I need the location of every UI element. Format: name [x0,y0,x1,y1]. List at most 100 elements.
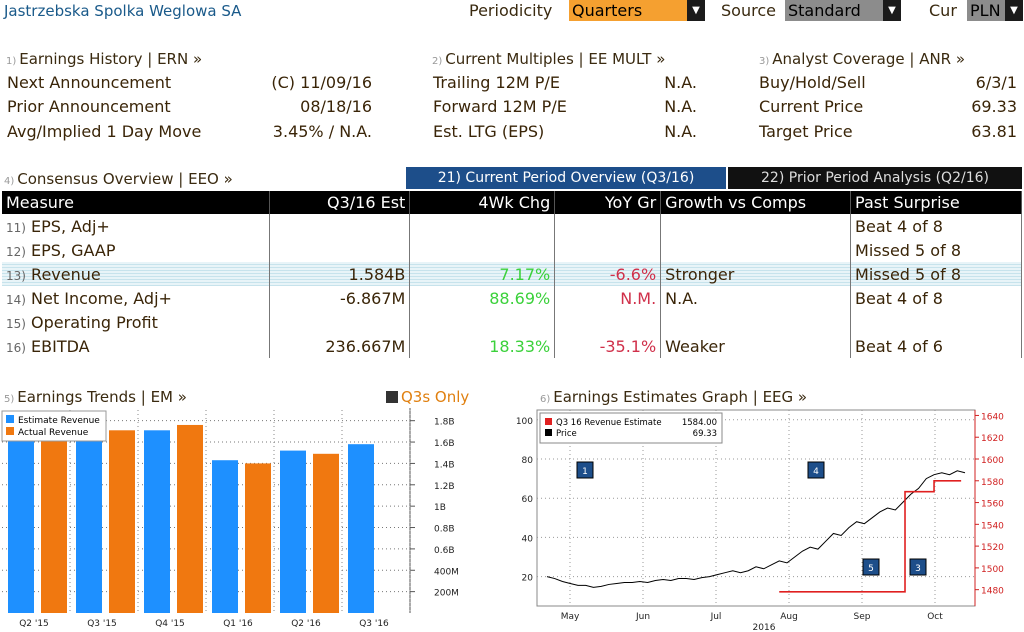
legend-label: Estimate Revenue [18,416,100,426]
bar-actual-revenue [177,424,203,613]
legend-label: Q3 16 Revenue Estimate [556,418,662,428]
current-multiples-title[interactable]: 2) Current Multiples | EE MULT » [432,50,666,68]
right-tick-label: 1540 [981,521,1004,531]
trailing-pe-value: N.A. [664,73,697,92]
x-axis-label: 2016 [753,623,776,632]
consensus-title[interactable]: 4) Consensus Overview | EEO » [4,170,233,188]
y-tick-label: 400M [434,567,459,577]
chevron-down-icon[interactable]: ▼ [687,0,705,21]
current-price-value: 69.33 [971,97,1017,116]
table-row[interactable]: 11) EPS, Adj+ Beat 4 of 8 [2,214,1022,238]
analyst-coverage-title[interactable]: 3) Analyst Coverage | ANR » [759,50,966,68]
prior-announcement-value: 08/18/16 [300,97,372,116]
bar-estimate-revenue [144,430,170,613]
table-row[interactable]: 15) Operating Profit [2,310,1022,334]
legend-value: 69.33 [693,429,717,439]
x-tick-label: Jul [710,612,722,622]
table-row[interactable]: 12) EPS, GAAP Missed 5 of 8 [2,238,1022,262]
bar-estimate-revenue [348,444,374,613]
q3s-only-toggle[interactable]: Q3s Only [386,388,469,406]
measure-name: EPS, Adj+ [31,216,110,236]
event-marker: 4 [807,461,825,479]
x-tick-label: Jun [635,612,650,622]
price-line [546,470,966,588]
col-measure[interactable]: Measure [2,191,271,214]
event-marker-label: 3 [915,564,921,574]
event-marker: 3 [909,558,927,576]
left-tick-label: 20 [522,574,534,584]
bar-estimate-revenue [280,450,306,613]
avg-move-value: 3.45% / N.A. [272,122,372,141]
legend-swatch [6,427,14,435]
event-marker-label: 5 [868,564,874,574]
left-tick-label: 60 [522,495,534,505]
y-tick-label: 1B [434,503,446,513]
y-tick-label: 1.8B [434,418,455,428]
measure-name: Revenue [31,264,101,284]
legend-swatch [545,429,552,436]
chevron-down-icon[interactable]: ▼ [883,0,901,21]
currency-label: Cur [929,1,957,20]
earnings-trends-title[interactable]: 5) Earnings Trends | EM » [4,388,187,406]
legend-label: Actual Revenue [18,428,89,438]
current-price-label: Current Price [759,97,864,116]
y-tick-label: 1.4B [434,460,455,470]
event-marker-box [909,558,927,576]
bar-actual-revenue [245,463,271,613]
bar-estimate-revenue [76,427,102,613]
buy-hold-sell-value: 6/3/1 [975,73,1017,92]
right-tick-label: 1620 [981,434,1004,444]
earnings-graph-title[interactable]: 6) Earnings Estimates Graph | EEG » [540,388,808,406]
right-tick-label: 1560 [981,500,1004,510]
legend-swatch [6,415,14,423]
periodicity-value: Quarters [572,1,643,20]
table-row-selected[interactable]: 13) Revenue 1.584B 7.17% -6.6% Stronger Misse… [2,262,1022,286]
right-tick-label: 1520 [981,543,1004,553]
source-dropdown[interactable]: Standard [785,0,883,21]
measure-name: Net Income, Adj+ [31,288,172,308]
x-tick-label: Q3 '15 [87,619,117,629]
currency-dropdown[interactable]: PLN [967,0,1007,21]
chevron-down-icon[interactable]: ▼ [1005,0,1023,21]
col-est[interactable]: Q3/16 Est [269,191,411,214]
x-tick-label: Sep [854,612,871,622]
col-comps[interactable]: Growth vs Comps [660,191,852,214]
col-surprise[interactable]: Past Surprise [850,191,1022,214]
target-price-label: Target Price [759,122,853,141]
legend-label: Price [556,429,577,439]
y-tick-label: 1.2B [434,482,455,492]
right-tick-label: 1500 [981,565,1004,575]
table-row[interactable]: 14) Net Income, Adj+ -6.867M 88.69% N.M. N.A… [2,286,1022,310]
forward-pe-label: Forward 12M P/E [433,97,567,116]
currency-value: PLN [970,1,1001,20]
x-tick-label: Q2 '16 [291,619,321,629]
col-4wk-chg[interactable]: 4Wk Chg [409,191,556,214]
event-marker-label: 1 [582,467,588,477]
event-marker-box [807,461,825,479]
y-tick-label: 0.6B [434,546,455,556]
earnings-trends-chart: 1.8B 1.6B 1.4B 1.2B 1B 0.8B 0.6B 400M 200M Q2 '15… [0,408,505,632]
company-name: Jastrzebska Spolka Weglowa SA [4,2,242,20]
tab-current-period[interactable]: 21) Current Period Overview (Q3/16) [406,167,726,189]
left-tick-label: 40 [522,534,534,544]
target-price-value: 63.81 [971,122,1017,141]
prior-announcement-label: Prior Announcement [7,97,171,116]
left-tick-label: 80 [522,456,534,466]
consensus-table: Measure Q3/16 Est 4Wk Chg YoY Gr Growth … [2,191,1022,358]
table-header: Measure Q3/16 Est 4Wk Chg YoY Gr Growth … [2,191,1022,214]
legend-value: 1584.00 [682,418,717,428]
table-row[interactable]: 16) EBITDA 236.667M 18.33% -35.1% Weaker Beat… [2,334,1022,358]
y-tick-label: 200M [434,589,459,599]
col-yoy[interactable]: YoY Gr [554,191,662,214]
y-tick-label: 0.8B [434,525,455,535]
earnings-history-title[interactable]: 1) Earnings History | ERN » [6,50,203,68]
earnings-estimates-chart: 20 40 60 80 100 1480 1500 1520 1540 1560 1580 1600 1… [510,408,1024,632]
tab-prior-period[interactable]: 22) Prior Period Analysis (Q2/16) [728,167,1022,189]
x-tick-label: May [561,612,580,622]
header-bar: Jastrzebska Spolka Weglowa SA Periodicit… [0,0,1024,22]
y-tick-label: 1.6B [434,439,455,449]
next-announcement-label: Next Announcement [7,73,172,92]
periodicity-dropdown[interactable]: Quarters [569,0,689,21]
event-marker: 1 [576,461,594,479]
ltg-label: Est. LTG (EPS) [433,122,545,141]
